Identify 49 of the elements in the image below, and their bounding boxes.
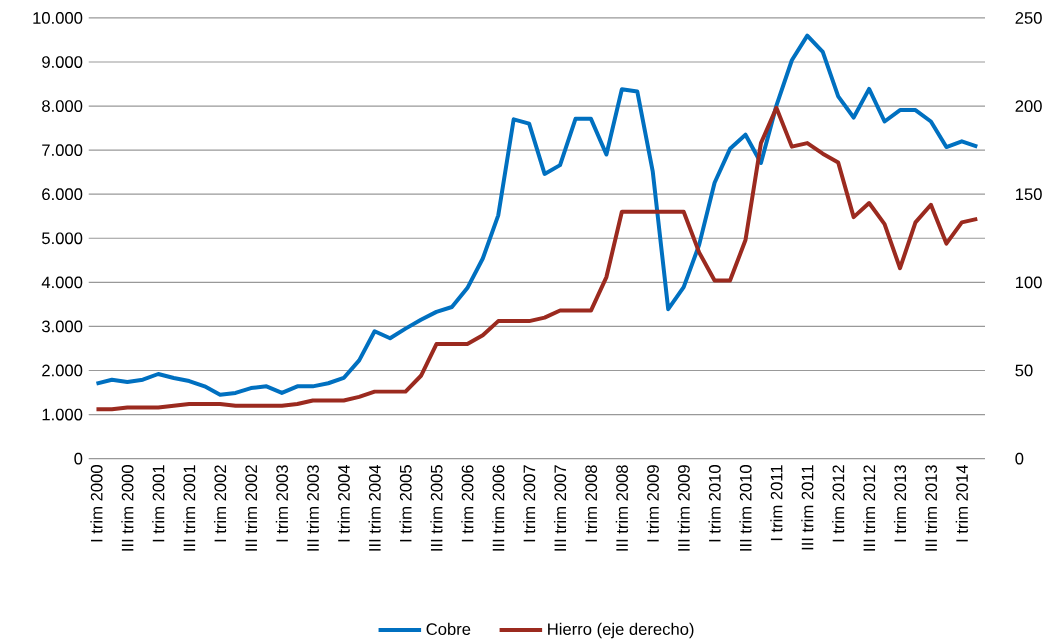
x-tick-label: I trim 2004 — [337, 465, 350, 542]
x-tick-label: III trim 2013 — [924, 465, 938, 551]
x-tick-label: I trim 2011 — [770, 465, 783, 541]
y-tick-label: 7.000 — [42, 144, 83, 157]
y2-tick-label: 200 — [1015, 100, 1042, 113]
y-tick-label: 3.000 — [41, 320, 83, 333]
y-tick-label: 2.000 — [42, 364, 83, 377]
legend-label: Hierro (eje derecho) — [548, 622, 694, 639]
y2-tick-label: 100 — [1016, 276, 1042, 289]
x-tick-label: I trim 2010 — [708, 465, 721, 542]
x-tick-label: I trim 2005 — [399, 465, 412, 542]
x-tick-label: III trim 2004 — [368, 465, 381, 551]
x-tick-label: I trim 2014 — [955, 465, 968, 542]
x-tick-label: I trim 2002 — [213, 465, 227, 542]
x-tick-label: I trim 2001 — [152, 465, 165, 542]
x-tick-label: III trim 2011 — [801, 465, 814, 550]
x-tick-label: III trim 2009 — [677, 465, 690, 551]
y-tick-label: 4.000 — [41, 276, 83, 289]
y-tick-label: 1.000 — [42, 408, 83, 421]
x-tick-label: I trim 2007 — [523, 465, 536, 542]
x-tick-label: I trim 2013 — [893, 465, 907, 542]
y-tick-label: 6.000 — [42, 188, 83, 201]
x-tick-label: III trim 2005 — [430, 465, 443, 551]
y-tick-label: 9.000 — [42, 56, 83, 69]
x-tick-label: I trim 2006 — [461, 465, 474, 542]
x-tick-label: III trim 2001 — [183, 465, 196, 551]
y2-tick-label: 150 — [1016, 188, 1042, 201]
y-tick-label: 5.000 — [42, 232, 83, 245]
x-tick-label: III trim 2000 — [121, 465, 134, 551]
y2-tick-label: 0 — [1015, 452, 1024, 465]
x-tick-label: I trim 2000 — [90, 465, 103, 542]
line-series — [94, 33, 980, 397]
y2-tick-label: 250 — [1015, 12, 1042, 24]
x-tick-label: III trim 2003 — [306, 465, 319, 551]
legend-label: Cobre — [426, 622, 471, 636]
y-tick-label: 8.000 — [42, 100, 83, 113]
y2-tick-label: 50 — [1015, 364, 1033, 377]
x-tick-label: I trim 2003 — [275, 465, 289, 542]
x-tick-label: I trim 2009 — [646, 465, 659, 542]
x-tick-label: III trim 2010 — [739, 465, 752, 551]
y-tick-label: 0 — [74, 452, 83, 465]
x-tick-label: III trim 2006 — [492, 465, 505, 551]
x-tick-label: III trim 2012 — [863, 465, 876, 551]
x-tick-label: III trim 2007 — [553, 465, 567, 551]
x-tick-label: I trim 2012 — [832, 465, 845, 542]
x-tick-label: III trim 2008 — [615, 465, 628, 551]
x-tick-label: III trim 2002 — [244, 465, 258, 551]
y-tick-label: 10.000 — [33, 12, 83, 24]
x-tick-label: I trim 2008 — [584, 465, 598, 542]
